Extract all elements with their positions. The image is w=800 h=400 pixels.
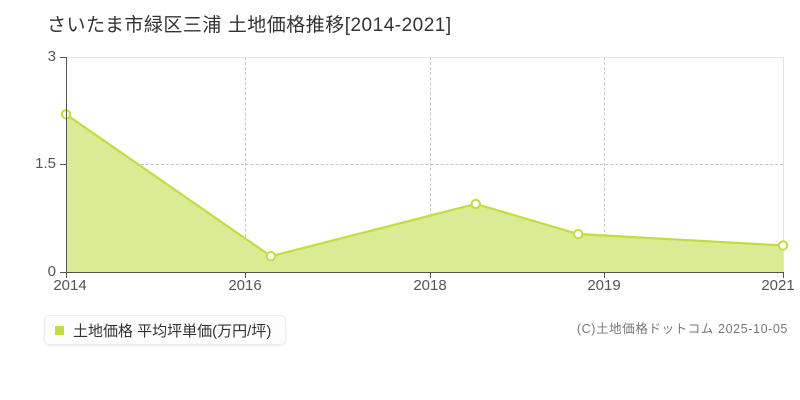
x-tick-2014	[66, 272, 67, 278]
x-tick-2019	[604, 272, 605, 278]
gridline-x-2016	[245, 57, 246, 272]
plot-border-top	[66, 57, 784, 58]
x-tick-2018	[430, 272, 431, 278]
y-axis-label-0: 0	[47, 263, 56, 280]
data-point-marker[interactable]	[777, 240, 789, 251]
credit-text: (C)土地価格ドットコム 2025-10-05	[576, 322, 788, 336]
gridline-y-1-5	[66, 164, 783, 165]
x-tick-2021	[783, 272, 784, 278]
x-axis-label-2016: 2016	[228, 277, 262, 294]
y-axis-label-3: 3	[47, 48, 56, 65]
x-axis-label-2018: 2018	[413, 277, 447, 294]
legend-label: 土地価格 平均坪単価(万円/坪)	[73, 322, 272, 340]
chart-legend[interactable]: 土地価格 平均坪単価(万円/坪)	[44, 315, 287, 345]
x-axis-line	[66, 272, 784, 273]
data-point-marker[interactable]	[470, 198, 481, 210]
data-point-marker[interactable]	[265, 251, 277, 262]
plot-border-right	[783, 57, 784, 272]
y-axis-line	[66, 57, 67, 273]
x-axis-label-2021: 2021	[761, 277, 795, 294]
gridline-x-2018	[430, 57, 431, 272]
gridline-x-2019	[604, 57, 605, 272]
y-tick-1-5	[60, 164, 67, 165]
chart-title: さいたま市緑区三浦 土地価格推移[2014-2021]	[47, 15, 452, 36]
legend-swatch-icon	[55, 325, 64, 335]
data-point-marker[interactable]	[572, 228, 584, 240]
y-tick-3	[60, 57, 67, 58]
y-tick-0	[60, 272, 67, 273]
x-axis-label-2014: 2014	[53, 277, 87, 294]
x-axis-label-2019: 2019	[587, 277, 621, 294]
y-axis-label-1-5: 1.5	[35, 155, 56, 172]
series-area-land-price	[60, 109, 789, 272]
x-tick-2016	[245, 272, 246, 278]
